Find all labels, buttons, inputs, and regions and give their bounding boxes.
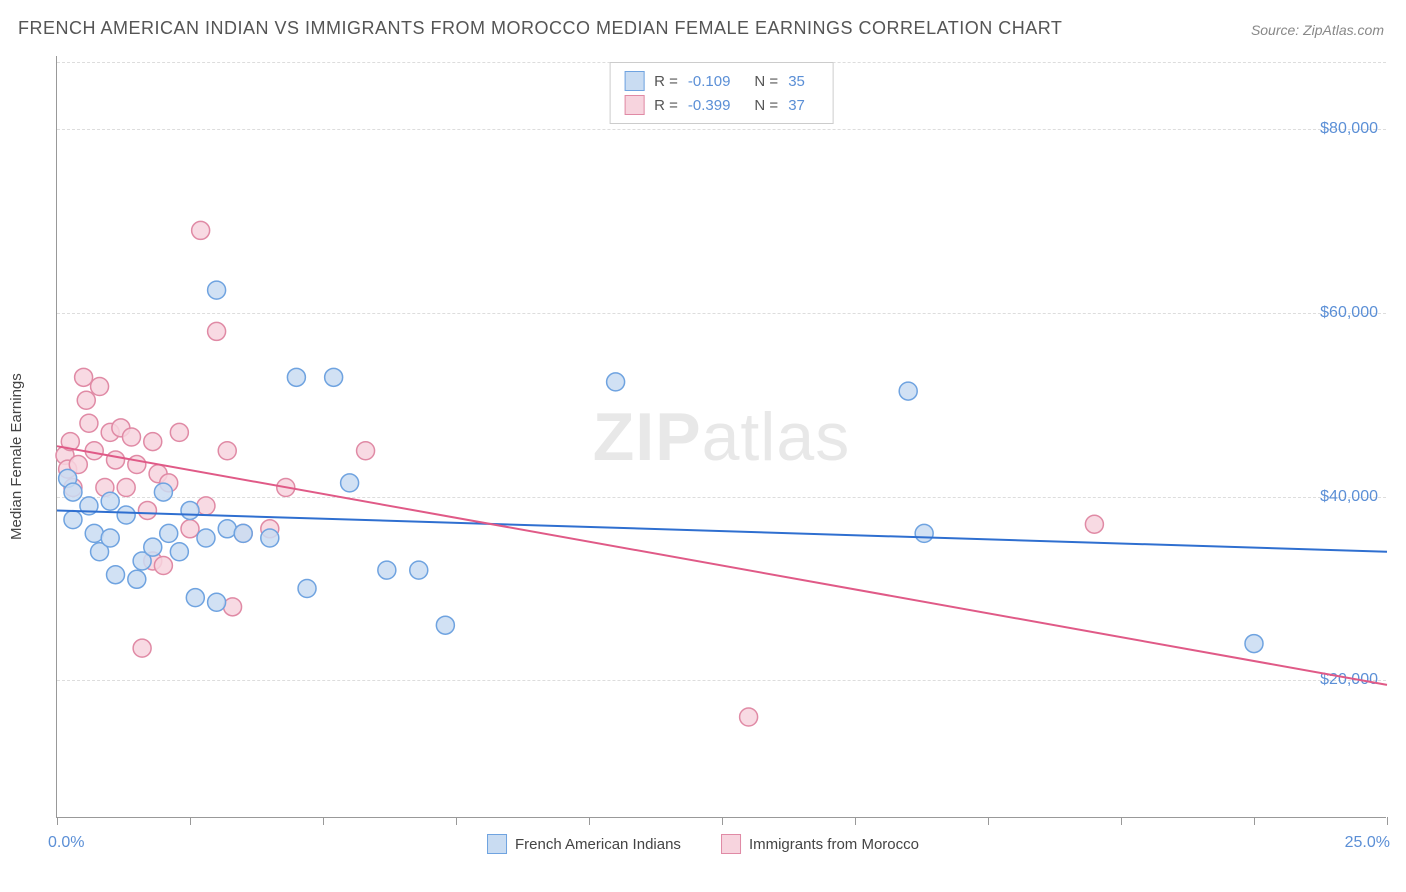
legend-bottom: French American Indians Immigrants from … (487, 834, 919, 854)
series-french-american-indian-points (59, 281, 1263, 652)
scatter-point (170, 543, 188, 561)
scatter-point (154, 483, 172, 501)
x-tick (722, 817, 723, 825)
scatter-point (378, 561, 396, 579)
scatter-point (607, 373, 625, 391)
scatter-point (160, 524, 178, 542)
scatter-point (208, 322, 226, 340)
x-tick (456, 817, 457, 825)
scatter-point (915, 524, 933, 542)
stat-n-value-1: 37 (788, 97, 805, 114)
scatter-point (899, 382, 917, 400)
scatter-point (101, 529, 119, 547)
y-axis-label: Median Female Earnings (8, 373, 25, 540)
x-axis-min-label: 0.0% (48, 834, 84, 852)
scatter-point (208, 593, 226, 611)
scatter-plot-area: ZIPatlas $20,000$40,000$60,000$80,000 R … (56, 56, 1386, 818)
legend-swatch-pink (721, 834, 741, 854)
scatter-point (80, 414, 98, 432)
scatter-point (1245, 635, 1263, 653)
x-axis-max-label: 25.0% (1345, 834, 1390, 852)
x-tick (190, 817, 191, 825)
trend-lines (57, 446, 1387, 685)
stat-n-label: N = (754, 97, 778, 114)
scatter-point (341, 474, 359, 492)
stat-n-label: N = (754, 73, 778, 90)
scatter-point (224, 598, 242, 616)
scatter-point (144, 433, 162, 451)
stat-r-label: R = (654, 73, 678, 90)
scatter-point (261, 529, 279, 547)
scatter-point (740, 708, 758, 726)
scatter-point (298, 579, 316, 597)
scatter-point (410, 561, 428, 579)
legend-stats-row-1: R = -0.399 N = 37 (624, 93, 819, 117)
stat-n-value-0: 35 (788, 73, 805, 90)
scatter-point (197, 529, 215, 547)
scatter-point (154, 557, 172, 575)
scatter-point (436, 616, 454, 634)
scatter-point (133, 639, 151, 657)
trend-line (57, 510, 1387, 551)
x-tick (1121, 817, 1122, 825)
scatter-point (117, 506, 135, 524)
x-tick (57, 817, 58, 825)
legend-stats-row-0: R = -0.109 N = 35 (624, 69, 819, 93)
scatter-point (128, 570, 146, 588)
legend-swatch-blue (487, 834, 507, 854)
scatter-point (197, 497, 215, 515)
scatter-point (91, 378, 109, 396)
x-tick (323, 817, 324, 825)
legend-label-1: Immigrants from Morocco (749, 836, 919, 853)
scatter-point (192, 221, 210, 239)
source-attribution: Source: ZipAtlas.com (1251, 22, 1384, 38)
scatter-point (144, 538, 162, 556)
scatter-point (107, 566, 125, 584)
chart-title: FRENCH AMERICAN INDIAN VS IMMIGRANTS FRO… (18, 18, 1062, 39)
scatter-point (181, 501, 199, 519)
legend-bottom-item-0: French American Indians (487, 834, 681, 854)
x-tick (855, 817, 856, 825)
x-tick (1254, 817, 1255, 825)
scatter-point (1085, 515, 1103, 533)
scatter-point (138, 501, 156, 519)
scatter-point (64, 483, 82, 501)
scatter-point (218, 442, 236, 460)
scatter-point (64, 511, 82, 529)
x-tick (988, 817, 989, 825)
scatter-point (85, 524, 103, 542)
scatter-point (101, 492, 119, 510)
scatter-point (128, 456, 146, 474)
scatter-point (287, 368, 305, 386)
stat-r-value-0: -0.109 (688, 73, 731, 90)
scatter-point (325, 368, 343, 386)
legend-swatch-blue (624, 71, 644, 91)
x-tick (589, 817, 590, 825)
scatter-point (181, 520, 199, 538)
scatter-point (357, 442, 375, 460)
scatter-point (218, 520, 236, 538)
chart-svg (57, 56, 1386, 817)
legend-swatch-pink (624, 95, 644, 115)
stat-r-label: R = (654, 97, 678, 114)
scatter-point (234, 524, 252, 542)
scatter-point (117, 478, 135, 496)
stat-r-value-1: -0.399 (688, 97, 731, 114)
legend-stats-box: R = -0.109 N = 35 R = -0.399 N = 37 (609, 62, 834, 124)
trend-line (57, 446, 1387, 685)
scatter-point (170, 423, 188, 441)
scatter-point (122, 428, 140, 446)
scatter-point (107, 451, 125, 469)
x-tick (1387, 817, 1388, 825)
scatter-point (186, 589, 204, 607)
scatter-point (77, 391, 95, 409)
scatter-point (75, 368, 93, 386)
legend-label-0: French American Indians (515, 836, 681, 853)
scatter-point (208, 281, 226, 299)
legend-bottom-item-1: Immigrants from Morocco (721, 834, 919, 854)
